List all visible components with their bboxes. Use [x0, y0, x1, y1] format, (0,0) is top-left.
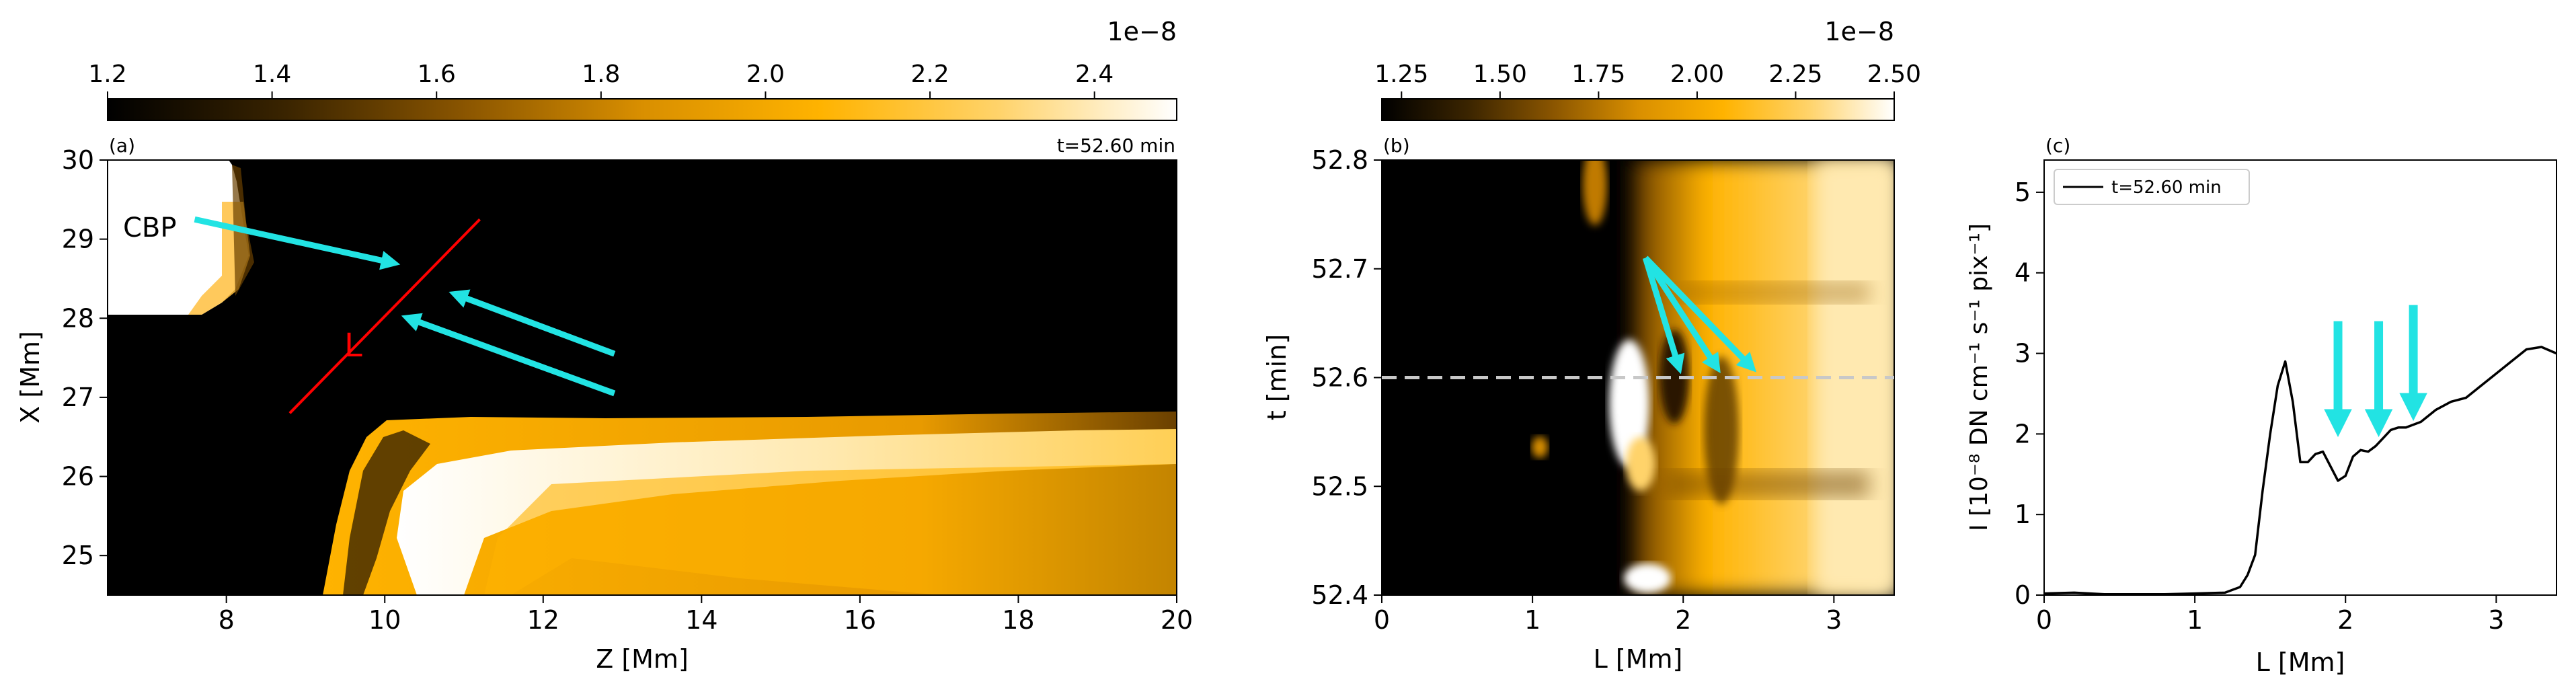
panel-c-frame — [2043, 159, 2557, 596]
cyan-arrow — [1643, 256, 1721, 373]
panel-b-ytick-label: 52.6 — [1311, 363, 1368, 393]
panel-a-time-label: t=52.60 min — [1057, 134, 1175, 157]
panel-a-xtick-label: 10 — [368, 605, 401, 635]
panel-a-annotations — [194, 216, 616, 414]
legend-box — [2054, 169, 2250, 205]
colorbar-a-ticks: 1.2 1.4 1.6 1.8 2.0 2.2 2.4 — [88, 61, 1114, 99]
panel-b-xlabel: L [Mm] — [1594, 644, 1683, 674]
colorbar-b-scale-text: 1e−8 — [1824, 17, 1894, 46]
panel-a-cut-label: L — [344, 327, 362, 364]
panel-a-region-label: CBP — [123, 212, 177, 243]
colorbar-b-tick-label: 2.25 — [1768, 61, 1822, 88]
colorbar-a-tick-label: 2.2 — [910, 61, 949, 88]
colorbar-b-gradient — [1381, 98, 1895, 121]
panel-a-image — [108, 160, 1177, 595]
panel-a-ytick-label: 30 — [62, 145, 94, 175]
colorbar-a-tick-label: 1.4 — [253, 61, 291, 88]
panel-c-ytick-label: 5 — [2015, 178, 2031, 207]
panel-b-axes: 0 1 2 3 52.4 52.5 52.6 52.7 52.8 — [1311, 145, 1842, 635]
panel-c-plot — [2043, 305, 2557, 596]
cyan-arrow — [194, 216, 401, 270]
colorbar-b-tick-label: 2.50 — [1867, 61, 1921, 88]
cyan-arrow — [448, 289, 616, 357]
colorbar-a-tick-label: 2.0 — [746, 61, 785, 88]
panel-c-xtick-label: 1 — [2187, 605, 2203, 635]
panel-c-ylabel: I [10⁻⁸ DN cm⁻¹ s⁻¹ pix⁻¹] — [1965, 223, 1993, 531]
panel-c-xlabel: L [Mm] — [2256, 648, 2345, 677]
panel-c-xtick-label: 0 — [2036, 605, 2052, 635]
panel-a-xlabel: Z [Mm] — [596, 644, 689, 674]
colorbar-b-tick-label: 2.00 — [1670, 61, 1724, 88]
panel-c-ytick-label: 4 — [2015, 258, 2031, 288]
panel-b-ylabel: t [min] — [1262, 334, 1292, 420]
legend-label: t=52.60 min — [2111, 178, 2222, 198]
panel-b-xtick-label: 3 — [1826, 605, 1842, 635]
panel-a-xtick-label: 16 — [844, 605, 876, 635]
panel-c-xtick-label: 2 — [2337, 605, 2353, 635]
panel-c-label: (c) — [2045, 134, 2070, 157]
panel-c-ytick-label: 3 — [2015, 339, 2031, 368]
panel-c: (c) 0 1 2 3 0 1 2 3 4 5 t=52.60 min L [Mm] I [10⁻… — [1965, 134, 2557, 677]
profile-line — [2043, 346, 2557, 596]
colorbar-a-tick-label: 1.8 — [582, 61, 620, 88]
panel-b-xtick-label: 2 — [1675, 605, 1691, 635]
panel-a-label: (a) — [109, 134, 135, 157]
panel-a-xtick-label: 8 — [219, 605, 235, 635]
panel-c-xtick-label: 3 — [2488, 605, 2504, 635]
panel-a-ytick-label: 26 — [62, 462, 94, 492]
panel-b-ytick-label: 52.4 — [1311, 580, 1368, 610]
panel-b-xtick-label: 1 — [1524, 605, 1540, 635]
panel-b-xtick-label: 0 — [1374, 605, 1390, 635]
panel-c-axes: 0 1 2 3 0 1 2 3 4 5 — [2015, 178, 2505, 635]
colorbar-a-scale-text: 1e−8 — [1107, 17, 1177, 46]
panel-a-ytick-label: 28 — [62, 303, 94, 333]
panel-a-ytick-label: 25 — [62, 541, 94, 570]
panel-a-xtick-label: 12 — [527, 605, 559, 635]
cut-line — [288, 218, 481, 414]
panel-a: 1.2 1.4 1.6 1.8 2.0 2.2 2.4 1e−8 (a) t=52.60 m… — [15, 17, 1193, 674]
panel-a-xtick-label: 18 — [1002, 605, 1034, 635]
colorbar-a-tick-label: 1.2 — [88, 61, 126, 88]
cyan-arrow — [1642, 257, 1685, 375]
cyan-arrow — [401, 313, 616, 397]
panel-c-ytick-label: 1 — [2015, 500, 2031, 529]
panel-c-ytick-label: 2 — [2015, 419, 2031, 449]
colorbar-b-tick-label: 1.75 — [1571, 61, 1625, 88]
panel-b: 1.25 1.50 1.75 2.00 2.25 2.50 1e−8 (b) 0 1 2 3 52… — [1262, 17, 1921, 674]
colorbar-a: 1.2 1.4 1.6 1.8 2.0 2.2 2.4 1e−8 — [88, 17, 1177, 121]
panel-b-ytick-label: 52.7 — [1311, 254, 1368, 284]
panel-b-ytick-label: 52.8 — [1311, 145, 1368, 175]
panel-c-ytick-label: 0 — [2015, 580, 2031, 610]
colorbar-b-tick-label: 1.25 — [1374, 61, 1428, 88]
colorbar-b: 1.25 1.50 1.75 2.00 2.25 2.50 1e−8 — [1374, 17, 1921, 121]
colorbar-b-ticks: 1.25 1.50 1.75 2.00 2.25 2.50 — [1374, 61, 1921, 99]
panel-a-xtick-label: 14 — [685, 605, 717, 635]
colorbar-a-tick-label: 2.4 — [1075, 61, 1114, 88]
colorbar-a-gradient — [107, 98, 1177, 121]
panel-b-annotations — [1382, 256, 1894, 379]
panel-a-ytick-label: 27 — [62, 383, 94, 412]
panel-b-image — [1382, 160, 1894, 595]
panel-a-axes: 8 10 12 14 16 18 20 25 26 27 28 29 30 — [62, 145, 1194, 635]
colorbar-a-tick-label: 1.6 — [418, 61, 456, 88]
panel-a-ylabel: X [Mm] — [15, 331, 45, 424]
panel-a-ytick-label: 29 — [62, 225, 94, 254]
panel-a-frame — [107, 159, 1177, 596]
panel-c-legend: t=52.60 min — [2054, 169, 2250, 205]
colorbar-b-tick-label: 1.50 — [1473, 61, 1527, 88]
cyan-arrow — [1643, 256, 1757, 373]
cbp-blob — [108, 160, 249, 315]
panel-b-ytick-label: 52.5 — [1311, 471, 1368, 501]
panel-a-xtick-label: 20 — [1161, 605, 1193, 635]
panel-b-label: (b) — [1383, 134, 1410, 157]
